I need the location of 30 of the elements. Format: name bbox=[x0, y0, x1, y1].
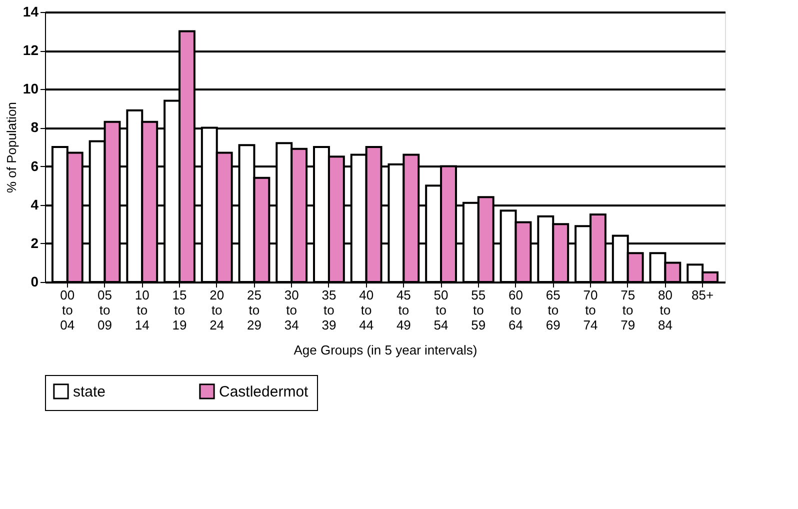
y-tick-label: 4 bbox=[30, 196, 39, 212]
x-tick-label: 40 to 44 bbox=[359, 288, 374, 332]
x-tick-label: 15 to 19 bbox=[172, 288, 187, 332]
x-tick-label: 20 to 24 bbox=[210, 288, 224, 332]
y-tick-label: 2 bbox=[30, 234, 39, 251]
legend-label: state bbox=[73, 383, 106, 400]
y-tick-label: 0 bbox=[30, 274, 39, 290]
y-tick-label: 6 bbox=[30, 158, 39, 174]
x-tick-label: 70 to 74 bbox=[583, 288, 598, 332]
y-axis-title: % of Population bbox=[4, 102, 19, 194]
y-tick-label: 12 bbox=[22, 42, 39, 58]
y-tick-label: 8 bbox=[30, 119, 39, 136]
x-tick-label: 30 to 34 bbox=[284, 288, 299, 332]
x-tick-label: 50 to 54 bbox=[434, 288, 448, 332]
x-tick-label: 35 to 39 bbox=[322, 288, 336, 332]
x-tick-label: 05 to 09 bbox=[98, 288, 112, 332]
x-tick-label: 65 to 69 bbox=[546, 288, 560, 332]
x-tick-label: 75 to 79 bbox=[620, 288, 636, 332]
x-tick-label: 45 to 49 bbox=[396, 288, 411, 332]
x-tick-label: 00 to 04 bbox=[60, 288, 75, 332]
x-tick-label: 85+ bbox=[692, 288, 714, 302]
x-tick-label: 60 to 64 bbox=[508, 288, 524, 332]
x-tick-label: 10 to 14 bbox=[134, 288, 150, 332]
legend-label: Castledermot bbox=[219, 383, 310, 400]
x-tick-label: 25 to 29 bbox=[246, 288, 262, 332]
x-tick-label: 80 to 84 bbox=[658, 288, 672, 332]
x-axis-title: Age Groups (in 5 year intervals) bbox=[294, 342, 478, 358]
x-tick-label: 55 to 59 bbox=[471, 288, 486, 332]
y-tick-label: 10 bbox=[22, 80, 39, 97]
y-tick-label: 14 bbox=[22, 4, 39, 20]
